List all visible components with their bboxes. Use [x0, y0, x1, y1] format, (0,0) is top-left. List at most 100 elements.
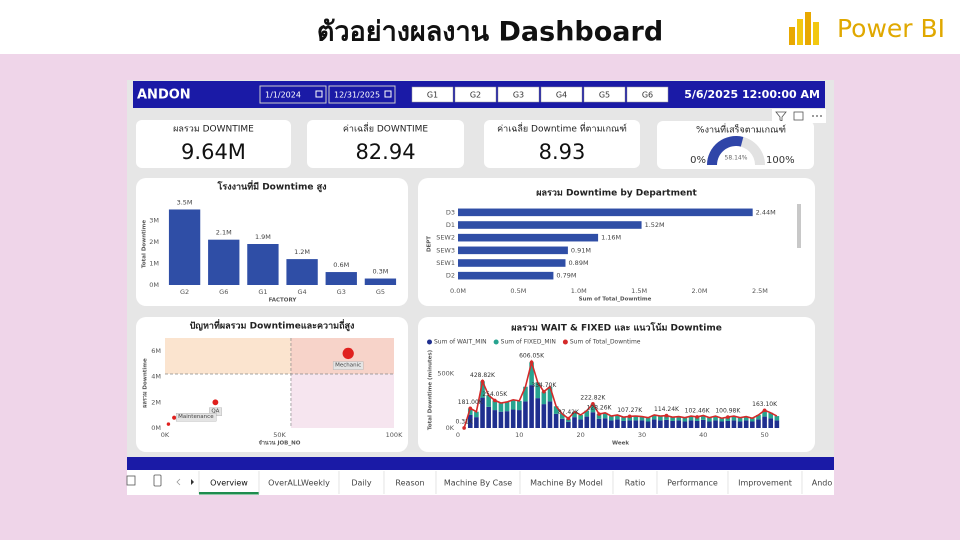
start-date-box[interactable] [259, 85, 327, 104]
value-label: 254.05K [482, 391, 508, 398]
tab[interactable]: Machine By Model [530, 479, 603, 488]
value-label: 114.24K [654, 406, 680, 413]
bar-segment [523, 401, 528, 428]
quadrant [165, 338, 291, 374]
tabs: Overview OverALLWeekly Daily Reason Machine … [198, 471, 833, 495]
kpi-label: ผลรวม DOWNTIME [173, 125, 254, 135]
line-point [695, 415, 699, 419]
bar-segment [670, 417, 675, 421]
tab[interactable]: Daily [351, 479, 372, 488]
chart-title: ผลรวม WAIT & FIXED และ แนวโน้ม Downtime [511, 322, 722, 334]
calendar-icon[interactable] [315, 90, 323, 98]
kpi-card [307, 120, 464, 168]
group-button[interactable] [583, 86, 626, 103]
bar-segment [553, 413, 559, 428]
line-point [462, 426, 466, 430]
bar-segment [670, 420, 675, 428]
tab[interactable]: Reason [395, 479, 424, 488]
page-title: ตัวอย่างผลงาน Dashboard [317, 17, 663, 48]
bar-segment [750, 421, 755, 428]
bar [458, 246, 568, 255]
bar-segment [621, 420, 626, 428]
line-point [591, 402, 595, 406]
bar-segment [602, 418, 608, 428]
group-button[interactable] [540, 86, 583, 103]
tab[interactable]: Ratio [625, 479, 646, 488]
bar [286, 259, 318, 285]
phone-icon[interactable] [153, 474, 162, 487]
bar-segment [639, 416, 645, 421]
tab[interactable]: Ando [812, 479, 833, 488]
group-button[interactable] [626, 86, 669, 103]
bar-segment [774, 416, 780, 421]
group-label[interactable]: G5 [599, 91, 610, 100]
value-label: 181.00K [458, 399, 484, 406]
kpi-value: 82.94 [355, 140, 415, 164]
bar-segment [596, 418, 602, 428]
x-tick-label: 10 [515, 431, 523, 439]
line-point [726, 415, 730, 419]
end-date[interactable]: 12/31/2025 [334, 91, 380, 100]
y-axis-label: DEPT [427, 236, 433, 252]
legend-label: Sum of Total_Downtime [570, 339, 641, 346]
x-tick-label: 1.5M [631, 287, 647, 295]
next-icon[interactable] [191, 479, 194, 485]
value-label: 0.79M [556, 272, 576, 280]
group-button[interactable] [497, 86, 540, 103]
group-label[interactable]: G4 [556, 91, 567, 100]
y-tick-label: 0M [149, 281, 159, 289]
bar-segment [467, 408, 473, 415]
end-date-box[interactable] [328, 85, 396, 104]
bar-segment [731, 416, 737, 421]
tab[interactable]: OverALLWeekly [268, 479, 330, 488]
bar-segment [664, 419, 669, 428]
group-button[interactable] [454, 86, 497, 103]
bar-segment [719, 421, 724, 428]
start-date[interactable]: 1/1/2024 [265, 91, 301, 100]
bar-segment [584, 410, 590, 417]
y-axis-label: Total Downtime (minutes) [428, 349, 434, 430]
value-label: 87.42K [558, 409, 580, 416]
x-tick-label: 1.0M [571, 287, 587, 295]
sheet-icon[interactable] [126, 475, 136, 486]
focus-icon[interactable] [790, 109, 808, 123]
x-tick-label: G5 [376, 288, 385, 296]
calendar-icon[interactable] [384, 90, 392, 98]
gauge-fill [707, 136, 744, 165]
x-axis-label: Sum of Total_Downtime [579, 297, 652, 303]
x-axis-label: Week [612, 441, 629, 447]
bar-segment [492, 400, 498, 411]
bar-segment [547, 386, 553, 402]
x-tick-label: 40 [699, 431, 707, 439]
kpi-label: ค่าเฉลี่ย Downtime ที่ตามเกณฑ์ [497, 122, 627, 135]
bar-segment [774, 420, 780, 428]
tab[interactable]: Machine By Case [444, 479, 512, 488]
tab[interactable]: Performance [667, 479, 718, 488]
bar-segment [492, 410, 498, 428]
bar-segment [768, 412, 774, 419]
bar-segment [504, 401, 510, 412]
value-label: 428.82K [470, 372, 496, 379]
x-axis-label: FACTORY [269, 298, 298, 304]
bar-segment [486, 406, 491, 428]
bar-segment [578, 414, 583, 420]
group-label[interactable]: G6 [642, 91, 653, 100]
group-button[interactable] [411, 86, 454, 103]
quadrant [290, 374, 394, 428]
group-label[interactable]: G3 [513, 91, 524, 100]
tab[interactable]: Improvement [738, 479, 792, 488]
scrollbar [797, 204, 801, 248]
group-label[interactable]: G1 [427, 91, 438, 100]
bar-segment [743, 416, 749, 421]
tab[interactable]: Overview [210, 479, 248, 488]
value-label: 1.16M [601, 234, 621, 242]
bar-segment [750, 418, 755, 422]
group-label[interactable]: G2 [470, 91, 481, 100]
x-axis-label: จำนวน JOB_NO [259, 440, 301, 447]
prev-icon[interactable] [176, 478, 181, 486]
bar [458, 271, 554, 280]
legend-marker [427, 339, 432, 345]
y-tick-label: D3 [446, 208, 455, 216]
bar-segment [676, 420, 682, 428]
gauge-min: 0% [690, 155, 706, 166]
